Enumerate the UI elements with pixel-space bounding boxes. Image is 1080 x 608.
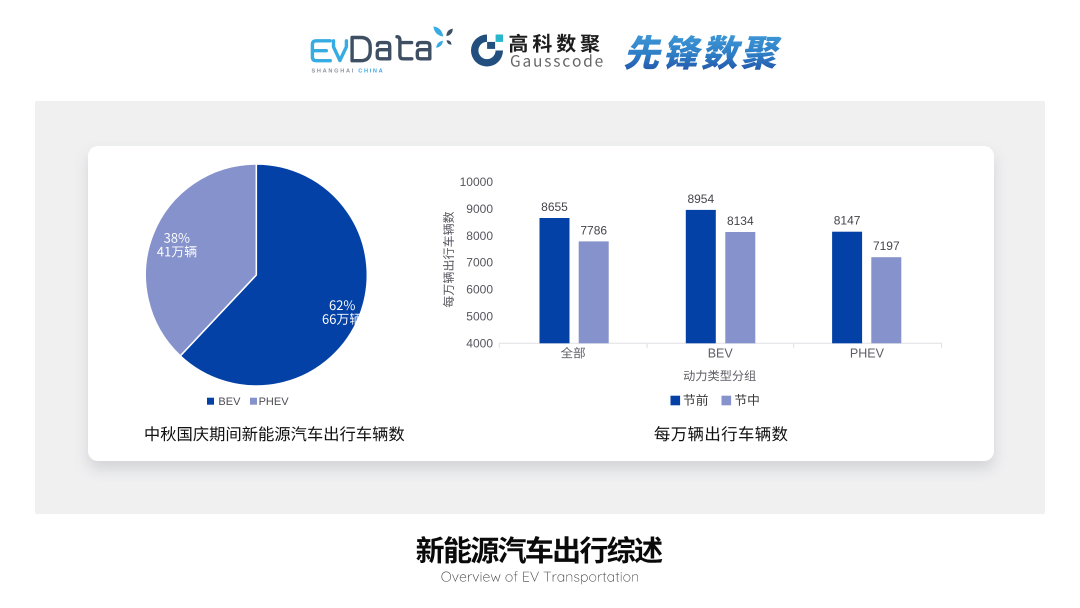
svg-text:8147: 8147 <box>834 214 861 228</box>
svg-text:BEV: BEV <box>708 347 734 361</box>
svg-text:BEV: BEV <box>218 396 241 408</box>
svg-text:SHANGHAI CHINA: SHANGHAI CHINA <box>312 69 385 75</box>
svg-text:6000: 6000 <box>466 283 493 297</box>
svg-text:PHEV: PHEV <box>259 396 290 408</box>
svg-text:7197: 7197 <box>873 239 900 253</box>
svg-text:4000: 4000 <box>466 337 493 351</box>
svg-text:8655: 8655 <box>541 200 568 214</box>
svg-text:8954: 8954 <box>687 192 714 206</box>
svg-text:8134: 8134 <box>727 214 754 228</box>
svg-text:5000: 5000 <box>466 310 493 324</box>
svg-text:8000: 8000 <box>466 229 493 243</box>
svg-text:PHEV: PHEV <box>850 347 885 361</box>
svg-text:7000: 7000 <box>466 256 493 270</box>
svg-text:9000: 9000 <box>466 202 493 216</box>
svg-text:10000: 10000 <box>460 175 494 189</box>
svg-text:7786: 7786 <box>580 223 607 237</box>
